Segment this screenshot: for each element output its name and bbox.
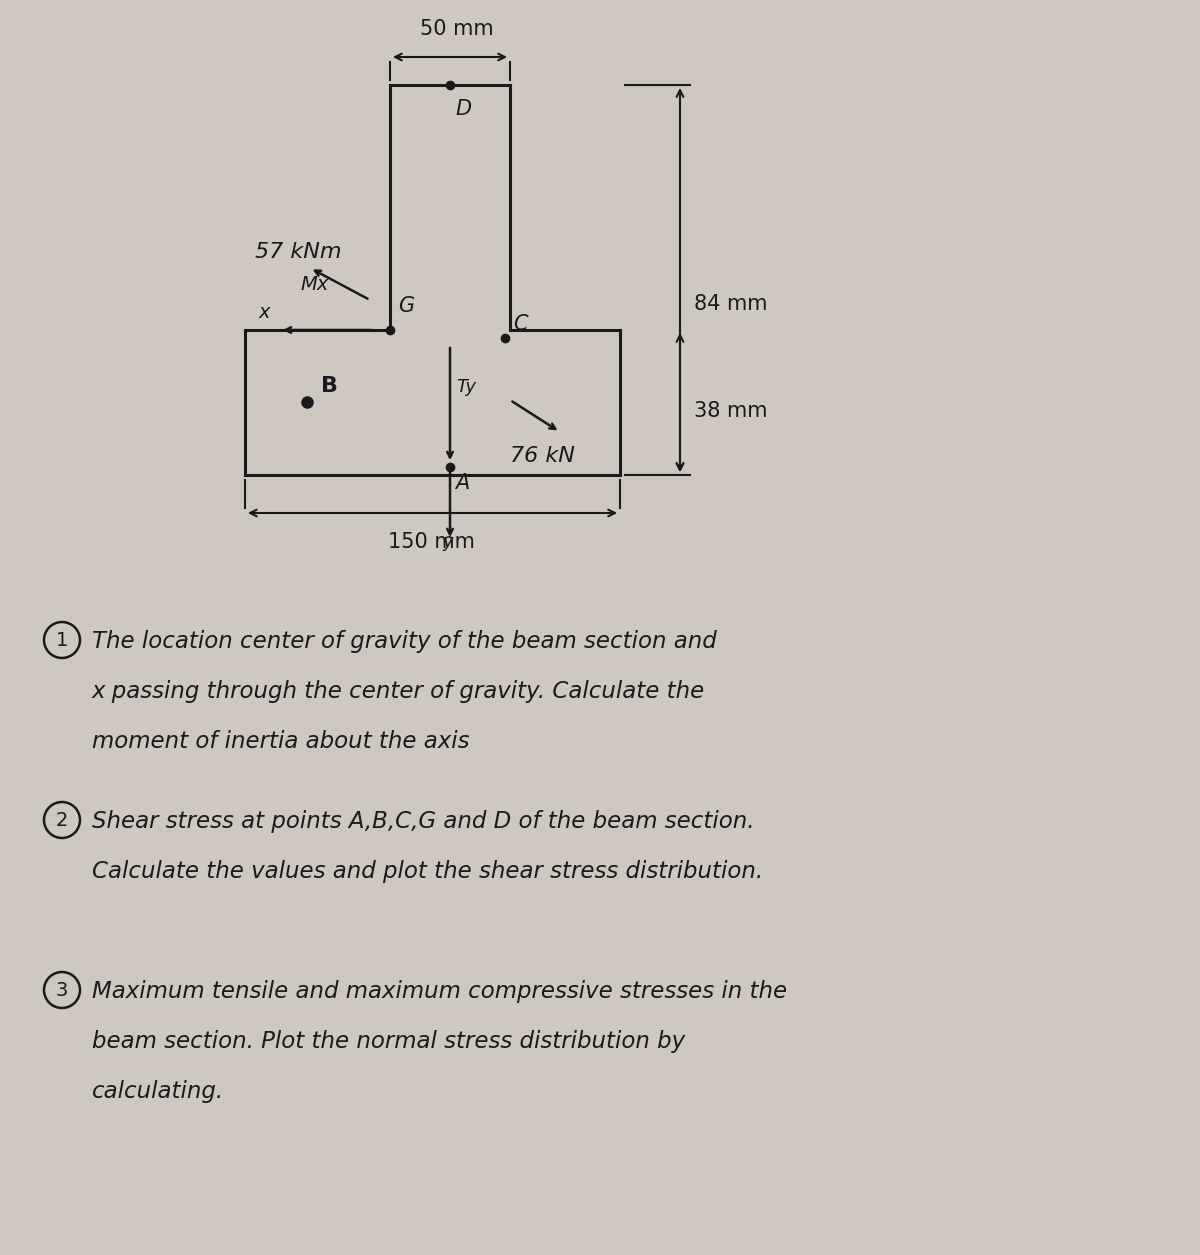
Text: x passing through the center of gravity. Calculate the: x passing through the center of gravity.… xyxy=(92,680,706,703)
Text: 50 mm: 50 mm xyxy=(420,19,493,39)
Text: B: B xyxy=(322,376,338,397)
Text: x: x xyxy=(258,302,270,323)
Text: Mx: Mx xyxy=(300,275,329,294)
Text: Calculate the values and plot the shear stress distribution.: Calculate the values and plot the shear … xyxy=(92,860,763,884)
Text: 76 kN: 76 kN xyxy=(510,446,575,466)
Text: 57 kNm: 57 kNm xyxy=(256,242,342,262)
Text: D: D xyxy=(455,99,472,119)
Text: y: y xyxy=(442,533,452,551)
Text: Ty: Ty xyxy=(456,378,476,397)
Text: C: C xyxy=(514,314,528,334)
Text: 3: 3 xyxy=(56,980,68,999)
Text: moment of inertia about the axis: moment of inertia about the axis xyxy=(92,730,469,753)
Text: Maximum tensile and maximum compressive stresses in the: Maximum tensile and maximum compressive … xyxy=(92,980,787,1003)
Text: 2: 2 xyxy=(56,811,68,830)
Text: A: A xyxy=(455,473,469,493)
Text: 38 mm: 38 mm xyxy=(694,402,768,420)
Text: 84 mm: 84 mm xyxy=(694,294,768,314)
Text: calculating.: calculating. xyxy=(92,1081,224,1103)
Text: 150 mm: 150 mm xyxy=(388,532,474,552)
Text: beam section. Plot the normal stress distribution by: beam section. Plot the normal stress dis… xyxy=(92,1030,685,1053)
Text: Shear stress at points A,B,C,G and D of the beam section.: Shear stress at points A,B,C,G and D of … xyxy=(92,809,755,833)
Text: The location center of gravity of the beam section and: The location center of gravity of the be… xyxy=(92,630,716,653)
Text: G: G xyxy=(398,296,414,316)
Text: 1: 1 xyxy=(56,630,68,650)
